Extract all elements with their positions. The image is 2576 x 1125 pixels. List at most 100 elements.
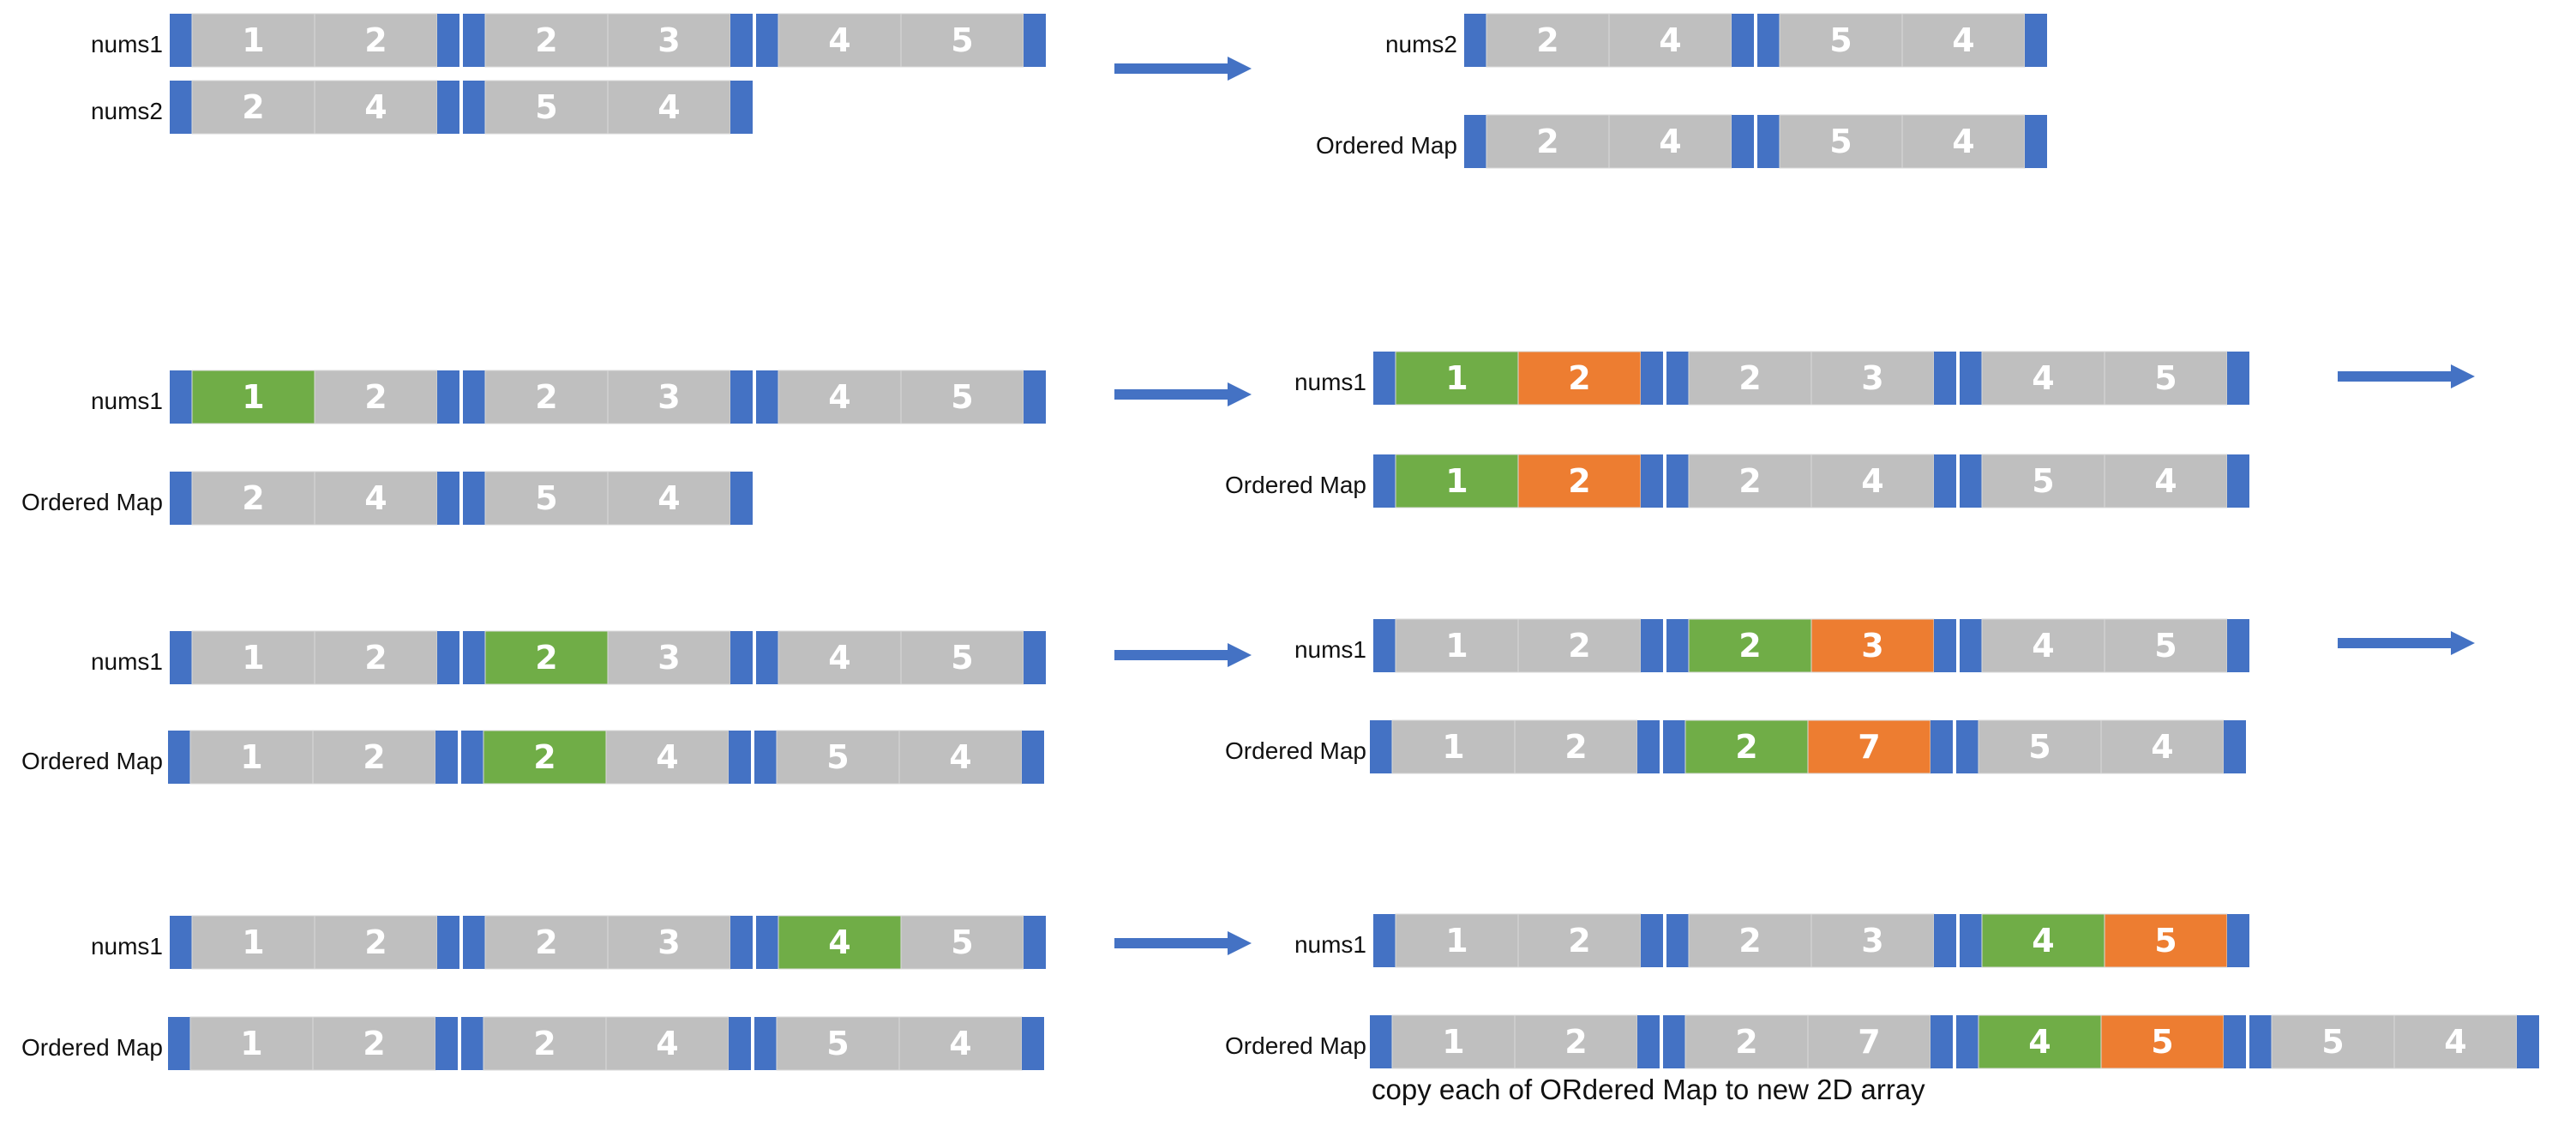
cell-value: 1 xyxy=(242,378,264,416)
cell-value: 5 xyxy=(535,88,557,126)
cell-value: 2 xyxy=(535,21,557,59)
array-border xyxy=(437,14,459,67)
array-border xyxy=(2227,619,2249,672)
array-cell xyxy=(607,471,731,526)
array-cell-count xyxy=(1807,719,1931,774)
array-cell xyxy=(189,730,314,785)
array-border xyxy=(730,472,753,525)
array-border xyxy=(437,631,459,684)
array-cell xyxy=(312,1016,436,1071)
cell-value: 1 xyxy=(242,639,264,677)
array-border xyxy=(2249,1015,2272,1068)
cell-value: 1 xyxy=(1445,922,1468,960)
cell-value: 2 xyxy=(533,1025,555,1062)
array-border xyxy=(730,81,753,134)
cell-value: 4 xyxy=(1659,123,1681,160)
array-border xyxy=(1930,720,1953,773)
cell-value: 4 xyxy=(2032,359,2054,397)
cell-value: 1 xyxy=(1445,462,1468,500)
cell-value: 2 xyxy=(1568,359,1590,397)
array-cell xyxy=(191,630,315,685)
array-border xyxy=(729,731,751,784)
cell-value: 4 xyxy=(364,88,387,126)
array-border xyxy=(170,472,192,525)
cell-value: 4 xyxy=(828,21,850,59)
array-border xyxy=(437,370,459,424)
row-label: Ordered Map xyxy=(21,489,163,515)
array-border xyxy=(1956,720,1979,773)
cell-value: 7 xyxy=(1858,728,1880,766)
array-cell xyxy=(900,13,1024,68)
array-cell-current xyxy=(1688,618,1812,673)
array-row: 1 2 2 3 4 5 xyxy=(170,630,1046,685)
array-cell xyxy=(2100,719,2225,774)
array-border xyxy=(170,370,192,424)
array-cell xyxy=(1688,351,1812,406)
array-border xyxy=(1732,14,1754,67)
cell-value: 2 xyxy=(364,639,387,677)
array-border xyxy=(756,14,778,67)
array-border xyxy=(2517,1015,2539,1068)
array-cell-current xyxy=(1981,913,2105,968)
array-border xyxy=(1666,914,1689,967)
array-cell-count xyxy=(2104,913,2228,968)
array-border xyxy=(756,916,778,969)
row-label: nums1 xyxy=(90,31,163,57)
array-border xyxy=(1641,914,1663,967)
cell-value: 5 xyxy=(535,479,557,517)
cell-value: 5 xyxy=(1829,123,1852,160)
cell-value: 3 xyxy=(1861,627,1883,665)
cell-value: 2 xyxy=(1738,462,1761,500)
array-cell xyxy=(778,630,902,685)
array-cell-current xyxy=(778,915,902,970)
array-border xyxy=(435,731,458,784)
array-cell xyxy=(900,915,1024,970)
array-cell xyxy=(2104,351,2228,406)
array-border xyxy=(170,631,192,684)
array-border xyxy=(1930,1015,1953,1068)
cell-value: 1 xyxy=(1445,627,1468,665)
array-border xyxy=(1666,619,1689,672)
cell-value: 2 xyxy=(242,88,264,126)
cell-value: 2 xyxy=(533,738,555,776)
array-border xyxy=(2227,352,2249,405)
cell-value: 2 xyxy=(1564,1023,1587,1061)
cell-value: 4 xyxy=(658,479,680,517)
right-arrow-icon xyxy=(2338,364,2475,388)
array-border xyxy=(2025,14,2047,67)
right-arrow-icon xyxy=(1114,382,1252,406)
array-cell xyxy=(1514,1014,1638,1069)
row-label: Ordered Map xyxy=(21,748,163,774)
array-border xyxy=(1022,731,1044,784)
array-border xyxy=(463,370,485,424)
right-arrow-icon xyxy=(1114,57,1252,81)
array-border xyxy=(1637,720,1660,773)
array-border xyxy=(730,631,753,684)
array-border xyxy=(1641,619,1663,672)
row-label: nums1 xyxy=(90,648,163,675)
array-border xyxy=(730,916,753,969)
array-border xyxy=(463,631,485,684)
array-border xyxy=(1637,1015,1660,1068)
array-border xyxy=(2224,720,2246,773)
array-border xyxy=(2227,914,2249,967)
array-cell xyxy=(314,13,438,68)
cell-value: 3 xyxy=(658,923,680,961)
array-border xyxy=(1024,916,1046,969)
array-cell xyxy=(1688,454,1812,508)
cell-value: 4 xyxy=(656,738,678,776)
cell-value: 2 xyxy=(364,21,387,59)
right-arrow-icon xyxy=(2338,631,2475,655)
cell-value: 4 xyxy=(658,88,680,126)
array-cell xyxy=(776,1016,900,1071)
array-border xyxy=(1956,1015,1979,1068)
cell-value: 4 xyxy=(2032,627,2054,665)
row-label: nums1 xyxy=(1294,931,1366,958)
cell-value: 1 xyxy=(240,1025,262,1062)
array-border xyxy=(463,81,485,134)
array-border xyxy=(2025,115,2047,168)
cell-value: 1 xyxy=(1445,359,1468,397)
array-row: 1 2 2 4 5 4 xyxy=(168,1016,1044,1071)
array-cell-current xyxy=(191,370,315,424)
